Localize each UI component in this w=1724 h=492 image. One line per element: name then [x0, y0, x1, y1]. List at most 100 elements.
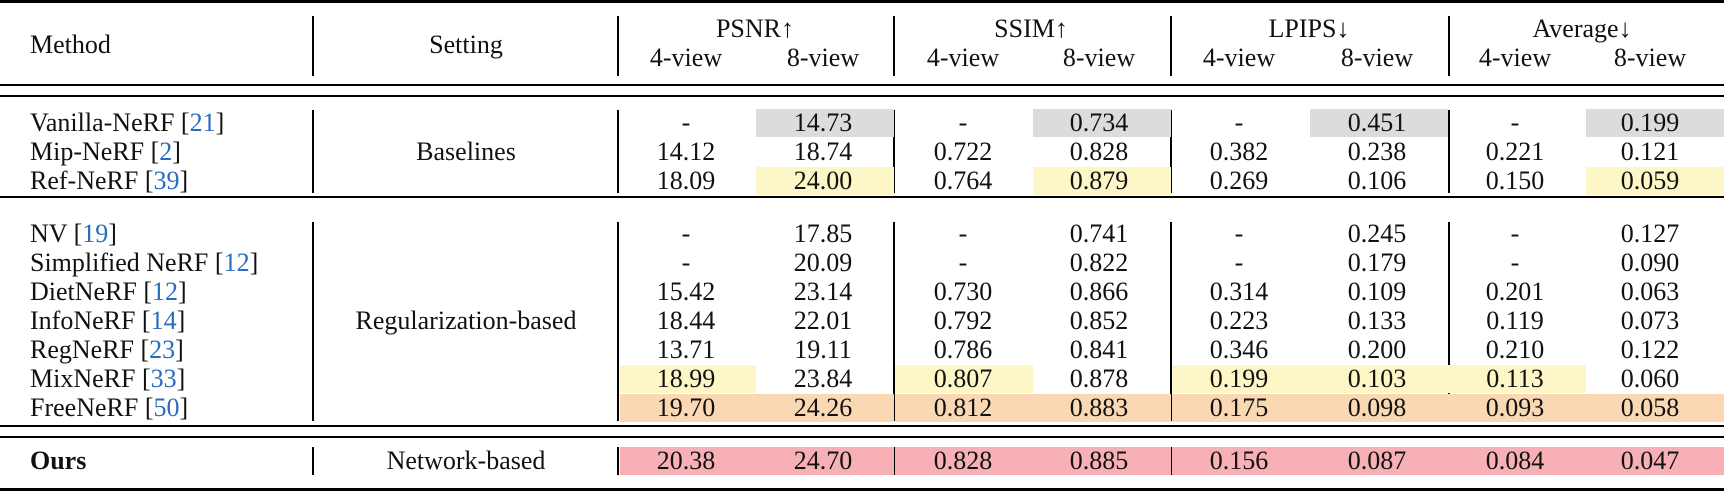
header-view-count: 8-view [1062, 43, 1136, 72]
metric-value: 0.879 [1069, 166, 1129, 195]
table-rule [0, 95, 1724, 97]
citation-bracket: ] [215, 108, 225, 137]
column-separator [1170, 222, 1172, 421]
table-rule [0, 196, 1724, 198]
metric-value: 0.245 [1347, 219, 1407, 248]
header-metric-group: SSIM↑ [994, 14, 1068, 43]
column-separator [617, 16, 619, 76]
cell-highlight-orange [1033, 394, 1171, 422]
metric-value: 0.730 [933, 277, 993, 306]
metric-value: 23.84 [793, 364, 853, 393]
method-label: DietNeRF [ [30, 277, 153, 306]
metric-value: 0.199 [1620, 108, 1680, 137]
citation-link[interactable]: 2 [159, 137, 173, 166]
metric-value: 0.073 [1620, 306, 1680, 335]
header-metric-group: LPIPS↓ [1268, 14, 1350, 43]
header-view-count: 8-view [786, 43, 860, 72]
cell-highlight-red [1033, 447, 1171, 475]
header-view-count: 4-view [1202, 43, 1276, 72]
metric-value: 0.807 [933, 364, 993, 393]
cell-highlight-red [1586, 447, 1724, 475]
citation-bracket: ] [179, 393, 189, 422]
setting-label: Baselines [416, 137, 516, 166]
setting-label: Regularization-based [355, 306, 577, 335]
citation-link[interactable]: 39 [153, 166, 180, 195]
table-rule [0, 488, 1724, 491]
method-label: Simplified NeRF [ [30, 248, 224, 277]
method-label: Vanilla-NeRF [ [30, 108, 190, 137]
metric-value: - [681, 219, 691, 248]
cell-highlight-yellow [620, 365, 756, 393]
method-name: MixNeRF [33] [30, 364, 185, 394]
metric-value: 0.127 [1620, 219, 1680, 248]
metric-value: 0.063 [1620, 277, 1680, 306]
metric-value: 0.722 [933, 137, 993, 166]
metric-value: 0.122 [1620, 335, 1680, 364]
method-label: FreeNeRF [ [30, 393, 154, 422]
citation-link[interactable]: 21 [189, 108, 216, 137]
cell-highlight-orange [1586, 394, 1724, 422]
header-view-count: 8-view [1340, 43, 1414, 72]
metric-value: 0.382 [1209, 137, 1269, 166]
metric-value: 0.156 [1209, 446, 1269, 475]
cell-highlight-gray [756, 109, 894, 137]
metric-value: 24.26 [793, 393, 853, 422]
metric-value: 0.346 [1209, 335, 1269, 364]
cell-highlight-yellow [895, 365, 1033, 393]
citation-link[interactable]: 14 [150, 306, 177, 335]
method-label: Ours [30, 446, 87, 475]
method-name: NV [19] [30, 219, 117, 249]
column-separator [312, 16, 314, 76]
column-separator [1170, 110, 1172, 193]
metric-value: 0.828 [933, 446, 993, 475]
citation-bracket: ] [175, 335, 184, 364]
metric-value: 20.09 [793, 248, 853, 277]
metric-value: 14.12 [656, 137, 716, 166]
metric-value: 0.841 [1069, 335, 1129, 364]
citation-link[interactable]: 33 [150, 364, 177, 393]
metric-value: - [958, 108, 968, 137]
metric-value: 0.133 [1347, 306, 1407, 335]
metric-value: 0.047 [1620, 446, 1680, 475]
citation-bracket: ] [172, 137, 181, 166]
metric-value: 20.38 [656, 446, 716, 475]
citation-bracket: ] [179, 166, 189, 195]
metric-value: - [958, 248, 968, 277]
header-view-count: 8-view [1613, 43, 1687, 72]
cell-highlight-red [1172, 447, 1310, 475]
citation-link[interactable]: 19 [82, 219, 109, 248]
metric-value: - [1234, 219, 1244, 248]
metric-value: - [1510, 108, 1520, 137]
metric-value: 0.058 [1620, 393, 1680, 422]
metric-value: 0.221 [1485, 137, 1545, 166]
cell-highlight-gray [1586, 109, 1724, 137]
cell-highlight-orange [1310, 394, 1448, 422]
metric-value: 0.822 [1069, 248, 1129, 277]
metric-value: 17.85 [793, 219, 853, 248]
cell-highlight-orange [895, 394, 1033, 422]
citation-link[interactable]: 12 [223, 248, 250, 277]
citation-link[interactable]: 12 [152, 277, 179, 306]
column-separator [893, 110, 895, 193]
citation-link[interactable]: 50 [153, 393, 180, 422]
metric-value: 0.103 [1347, 364, 1407, 393]
metric-value: 0.210 [1485, 335, 1545, 364]
header-metric-group: PSNR↑ [715, 14, 795, 43]
header-setting: Setting [429, 30, 503, 59]
column-separator [893, 447, 895, 475]
metric-value: 0.764 [933, 166, 993, 195]
header-metric-group: Average↓ [1532, 14, 1632, 43]
cell-highlight-yellow [1448, 365, 1586, 393]
metric-value: 0.199 [1209, 364, 1269, 393]
metric-value: 22.01 [793, 306, 853, 335]
cell-highlight-orange [756, 394, 894, 422]
metric-value: 0.098 [1347, 393, 1407, 422]
column-separator [312, 447, 314, 475]
citation-bracket: ] [108, 219, 117, 248]
metric-value: 0.201 [1485, 277, 1545, 306]
citation-link[interactable]: 23 [149, 335, 176, 364]
column-separator [893, 16, 895, 76]
method-label: Ref-NeRF [ [30, 166, 154, 195]
metric-value: - [1234, 248, 1244, 277]
